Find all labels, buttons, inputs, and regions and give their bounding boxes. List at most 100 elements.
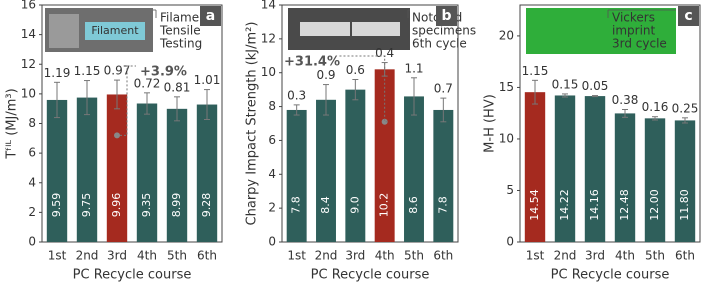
x-tick-label: 6th: [433, 249, 453, 263]
caption: specimens: [412, 24, 476, 38]
bar: [46, 99, 68, 243]
caption: Testing: [159, 37, 202, 51]
x-axis-title: PC Recycle course: [311, 268, 430, 283]
annotation-bracket: [120, 65, 136, 136]
y-tick-label: 10: [499, 131, 514, 145]
panel-label-bg: [200, 6, 221, 26]
error-bar: [114, 79, 120, 110]
y-axis-title: M-H (HV): [483, 94, 498, 153]
y-tick-label: 16: [21, 0, 36, 12]
y-tick-label: 10: [21, 86, 36, 100]
value-label: 9.96: [110, 193, 123, 218]
error-bar: [352, 78, 359, 101]
bar: [76, 97, 98, 242]
error-label: 0.4: [375, 46, 394, 60]
x-tick-label: 2nd: [76, 249, 99, 263]
bar: [286, 109, 307, 242]
value-label: 10.2: [378, 193, 391, 218]
plot-frame: [281, 4, 459, 243]
y-axis-title: Charpy Impact Strength (kJ/m²): [245, 22, 260, 226]
caption: Filament: [160, 11, 212, 25]
bar: [166, 108, 188, 242]
value-label: 9.35: [140, 193, 153, 218]
caption: imprint: [612, 24, 656, 38]
x-tick-label: 4th: [375, 249, 395, 263]
panel-label: c: [684, 8, 692, 24]
value-label: 8.6: [407, 196, 420, 214]
x-tick-label: 5th: [645, 249, 665, 263]
x-tick-label: 5th: [404, 249, 424, 263]
caption: Tensile: [159, 24, 201, 38]
value-label: 8.4: [319, 196, 332, 214]
y-tick-label: 8: [28, 116, 36, 130]
bar: [196, 104, 218, 242]
reference-dot: [114, 132, 120, 139]
bar: [644, 118, 666, 242]
annotation: +31.4%: [284, 55, 340, 70]
x-tick-label: 4th: [137, 249, 157, 263]
photo: [526, 8, 676, 54]
value-label: 14.22: [558, 189, 571, 221]
panel-label-bg: [436, 6, 457, 26]
value-label: 9.0: [348, 196, 361, 214]
bar: [554, 95, 576, 243]
error-bar: [293, 104, 300, 116]
error-bar: [204, 89, 210, 121]
y-tick-label: 14: [261, 0, 276, 12]
caption: Vickers: [612, 11, 655, 25]
caption: 6th cycle: [412, 37, 467, 51]
y-axis-title: Tᶠᴵᴸ (MJ/m³): [5, 88, 20, 159]
error-label: 0.3: [287, 88, 306, 102]
y-tick-label: 6: [268, 133, 276, 147]
error-label: 0.25: [672, 101, 699, 115]
specimen: [300, 22, 350, 36]
error-label: 0.15: [552, 77, 579, 91]
x-tick-label: 5th: [167, 249, 187, 263]
y-tick-label: 14: [21, 27, 36, 41]
y-tick-label: 2: [28, 205, 36, 219]
plot-frame: [519, 4, 701, 243]
x-tick-label: 3rd: [585, 249, 605, 263]
error-bar: [84, 80, 90, 116]
bar: [345, 89, 366, 243]
error-bar: [652, 116, 658, 121]
bar: [374, 69, 395, 242]
error-label: 0.97: [104, 64, 131, 78]
y-tick-label: 5: [506, 183, 514, 197]
x-tick-label: 6th: [197, 249, 217, 263]
error-bar: [622, 108, 628, 118]
y-tick-label: 10: [261, 65, 276, 79]
bar: [404, 96, 424, 243]
value-label: 9.59: [50, 193, 63, 218]
reference-dot: [381, 118, 388, 125]
error-bar: [440, 97, 447, 123]
y-tick-label: 12: [261, 31, 276, 45]
error-label: 1.1: [404, 61, 423, 75]
annotation-bracket: [338, 55, 388, 123]
error-label: 1.01: [194, 73, 221, 87]
bar: [524, 92, 546, 243]
error-bar: [592, 95, 598, 98]
bar: [584, 96, 606, 243]
value-label: 7.8: [290, 196, 303, 214]
error-bar: [562, 93, 568, 98]
y-tick-label: 20: [499, 28, 514, 42]
error-label: 0.16: [642, 100, 669, 114]
error-bar: [411, 77, 417, 116]
y-tick-label: 12: [21, 57, 36, 71]
x-axis-title: PC Recycle course: [551, 268, 670, 283]
x-tick-label: 3rd: [107, 249, 127, 263]
x-axis-title: PC Recycle course: [73, 268, 192, 283]
error-label: 0.9: [316, 68, 335, 82]
y-tick-label: 6: [28, 146, 36, 160]
error-bar: [144, 92, 150, 115]
error-label: 1.19: [44, 66, 71, 80]
error-label: 0.7: [434, 82, 453, 96]
x-tick-label: 3rd: [345, 249, 365, 263]
photo-detail: [49, 14, 79, 48]
y-tick-label: 8: [268, 99, 276, 113]
value-label: 12.48: [618, 189, 631, 221]
value-label: 11.80: [678, 189, 691, 221]
